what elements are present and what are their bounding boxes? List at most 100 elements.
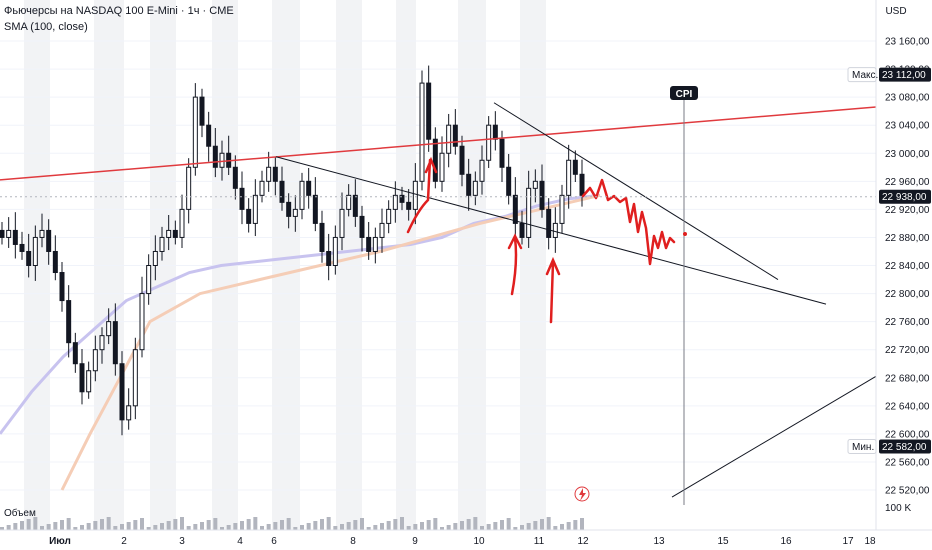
currency-label: USD xyxy=(885,6,906,17)
candle-body xyxy=(12,229,18,245)
volume-bar xyxy=(353,520,358,530)
price-tick: 22 720,00 xyxy=(885,345,930,356)
volume-bar xyxy=(520,525,524,530)
time-tick: 8 xyxy=(350,536,356,547)
volume-bar xyxy=(473,517,478,530)
candle-body xyxy=(579,173,585,196)
price-tick: 22 880,00 xyxy=(885,233,930,244)
volume-bar xyxy=(73,527,78,530)
symbol-title[interactable]: Фьючерсы на NASDAQ 100 E-Mini · 1ч · CME xyxy=(4,5,234,17)
trend-drawings[interactable]: CPI xyxy=(0,86,877,505)
min-label: Мин. xyxy=(852,442,874,453)
volume-bar xyxy=(253,517,258,530)
volume-bar xyxy=(426,520,431,530)
volume-bar xyxy=(466,519,471,530)
candle-body xyxy=(332,236,338,266)
sma-line-long xyxy=(60,193,601,491)
volume-bar xyxy=(260,526,264,530)
volume-bar xyxy=(506,518,511,530)
candle-body xyxy=(539,180,545,210)
candle-body xyxy=(472,180,478,196)
volume-bar xyxy=(553,526,558,530)
candle-body xyxy=(506,166,512,196)
volume-bar xyxy=(300,525,304,530)
chart-legend: Фьючерсы на NASDAQ 100 E-Mini · 1ч · CME… xyxy=(4,3,234,35)
price-tick: 22 520,00 xyxy=(885,486,930,497)
candle-body xyxy=(6,229,12,238)
volume-bar xyxy=(313,521,318,530)
time-tick: 11 xyxy=(534,536,545,547)
volume-bar xyxy=(60,520,64,530)
volume-bar xyxy=(113,526,118,530)
price-tick: 22 920,00 xyxy=(885,205,930,216)
candle-body xyxy=(326,250,332,266)
volume-bar xyxy=(220,527,224,530)
candle-body xyxy=(206,124,212,147)
candle-body xyxy=(492,124,498,140)
time-axis[interactable]: Июл 2 3 4 6 8 9 10 11 12 13 15 16 17 18 xyxy=(0,529,932,547)
candle-body xyxy=(572,159,578,175)
volume-bar xyxy=(226,525,231,530)
volume-bar xyxy=(413,524,418,530)
candle-body xyxy=(292,208,298,217)
volume-bar xyxy=(213,518,218,530)
candle-body xyxy=(552,222,558,238)
time-tick: 3 xyxy=(179,536,185,547)
volume-bar xyxy=(320,519,324,530)
candle-body xyxy=(32,236,38,266)
volume-bar xyxy=(566,522,571,530)
volume-bar xyxy=(13,523,18,530)
candle-body xyxy=(92,349,98,372)
time-tick: 2 xyxy=(121,536,127,547)
cpi-label: CPI xyxy=(676,89,693,100)
volume-bar xyxy=(146,527,151,530)
candle-body xyxy=(39,229,45,238)
candle-body xyxy=(299,180,305,210)
volume-bar xyxy=(560,524,564,530)
volume-bar xyxy=(366,527,371,530)
candle-body xyxy=(86,370,92,393)
candle-body xyxy=(466,173,472,196)
max-label-box xyxy=(847,67,877,83)
candle-body xyxy=(346,194,352,210)
volume-bar xyxy=(580,518,584,530)
candle-body xyxy=(272,166,278,182)
volume-bar xyxy=(86,523,91,530)
min-price-badge-box xyxy=(879,439,931,454)
volume-bar xyxy=(306,523,311,530)
wedge-upper-line xyxy=(493,102,779,280)
time-tick: 4 xyxy=(237,536,243,547)
volume-bar xyxy=(33,517,38,530)
price-tick: 22 680,00 xyxy=(885,373,930,384)
volume-bar xyxy=(393,519,398,530)
price-tick: 23 000,00 xyxy=(885,149,930,160)
candle-body xyxy=(419,82,425,182)
candle-body xyxy=(0,229,5,238)
volume-bar xyxy=(333,526,338,530)
volume-bar xyxy=(160,523,164,530)
grid-lines xyxy=(0,40,876,491)
volume-bar xyxy=(40,526,44,530)
candle-body xyxy=(486,124,492,161)
volume-bar xyxy=(240,521,244,530)
volume-bar xyxy=(266,524,271,530)
volume-bar xyxy=(180,517,184,530)
candle-body xyxy=(379,222,385,238)
candle-body xyxy=(519,222,525,238)
time-tick: 17 xyxy=(842,536,854,547)
max-label: Макс. xyxy=(852,70,878,81)
volume-bar xyxy=(193,524,198,530)
volume-scale-label: 100 K xyxy=(885,503,911,514)
volume-bar xyxy=(100,519,104,530)
candle-body xyxy=(212,145,218,168)
red-arrow-up-2 xyxy=(507,233,523,296)
candle-body xyxy=(119,363,125,421)
volume-bar xyxy=(493,522,498,530)
candle-body xyxy=(239,187,245,210)
max-price-badge-box xyxy=(879,67,931,82)
sma-indicator-label[interactable]: SMA (100, close) xyxy=(4,21,88,33)
volume-bar xyxy=(293,527,298,530)
price-tick: 22 760,00 xyxy=(885,317,930,328)
